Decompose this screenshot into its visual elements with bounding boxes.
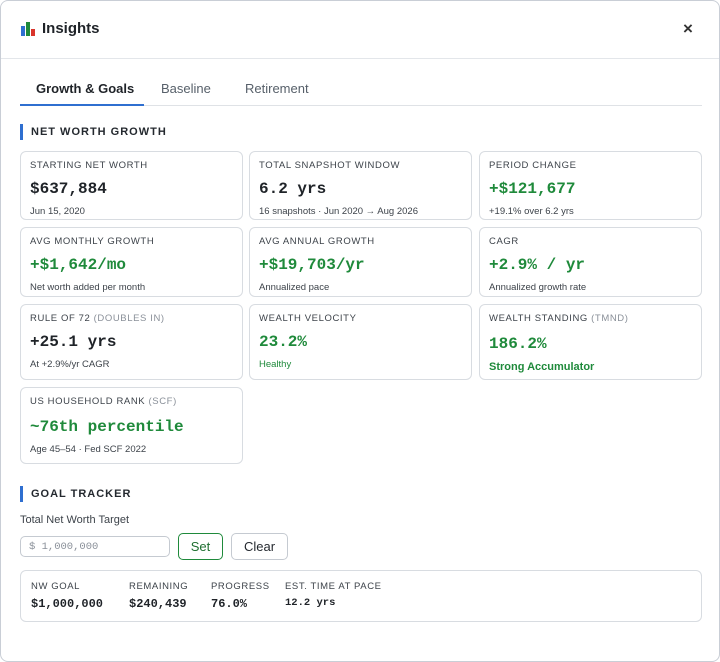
title-wrap: Insights (20, 20, 100, 37)
card-sub: Age 45–54 · Fed SCF 2022 (30, 444, 147, 455)
section-heading-goal-tracker: GOAL TRACKER (20, 486, 131, 502)
card-avg-annual-growth: AVG ANNUAL GROWTH +$19,703/yr Annualized… (249, 227, 472, 297)
modal-header: Insights × (1, 1, 719, 59)
card-rule-of-72: RULE OF 72 (DOUBLES IN) +25.1 yrs At +2.… (20, 304, 243, 380)
goal-summary-label: REMAINING (129, 581, 189, 592)
card-value: 23.2% (259, 333, 308, 351)
card-value: +$19,703/yr (259, 256, 365, 274)
card-label: CAGR (489, 236, 519, 247)
goal-summary-label: PROGRESS (211, 581, 270, 592)
tab-bar: Growth & Goals Baseline Retirement (20, 79, 702, 106)
card-total-snapshot-window: TOTAL SNAPSHOT WINDOW 6.2 yrs 16 snapsho… (249, 151, 472, 220)
card-status: Healthy (259, 359, 292, 370)
modal-title: Insights (42, 20, 100, 37)
card-sub: Jun 15, 2020 (30, 206, 85, 217)
tab-growth-goals[interactable]: Growth & Goals (20, 79, 144, 106)
tab-retirement[interactable]: Retirement (245, 81, 309, 96)
card-value: $637,884 (30, 180, 107, 198)
goal-summary-progress: PROGRESS 76.0% (211, 581, 270, 611)
goal-field-label: Total Net Worth Target (20, 514, 130, 526)
section-heading-net-worth: NET WORTH GROWTH (20, 124, 167, 140)
card-sub: 16 snapshots · Jun 2020 → Aug 2026 (259, 206, 418, 217)
goal-summary-est-time: EST. TIME AT PACE 12.2 yrs (285, 581, 382, 609)
tab-baseline[interactable]: Baseline (161, 81, 211, 96)
card-sub: +19.1% over 6.2 yrs (489, 206, 574, 217)
clear-button[interactable]: Clear (231, 533, 288, 560)
card-status: Strong Accumulator (489, 361, 595, 373)
set-button[interactable]: Set (178, 533, 223, 560)
card-label: AVG ANNUAL GROWTH (259, 236, 375, 247)
card-wealth-standing: WEALTH STANDING (TMND) 186.2% Strong Acc… (479, 304, 702, 380)
card-label: AVG MONTHLY GROWTH (30, 236, 155, 247)
goal-summary-value: $1,000,000 (31, 597, 104, 611)
goal-summary-value: 76.0% (211, 597, 248, 611)
card-label: RULE OF 72 (DOUBLES IN) (30, 313, 165, 324)
goal-summary-label: EST. TIME AT PACE (285, 581, 382, 592)
card-label: WEALTH STANDING (TMND) (489, 313, 629, 324)
close-icon[interactable]: × (683, 19, 693, 38)
card-value: +25.1 yrs (30, 333, 117, 351)
card-value: +$121,677 (489, 180, 576, 198)
card-sub: Annualized growth rate (489, 282, 587, 293)
card-sub: At +2.9%/yr CAGR (30, 359, 110, 370)
card-avg-monthly-growth: AVG MONTHLY GROWTH +$1,642/mo Net worth … (20, 227, 243, 297)
goal-target-input[interactable] (20, 536, 170, 557)
card-label: STARTING NET WORTH (30, 160, 148, 171)
card-label: PERIOD CHANGE (489, 160, 577, 171)
card-value: 6.2 yrs (259, 180, 327, 198)
card-cagr: CAGR +2.9% / yr Annualized growth rate (479, 227, 702, 297)
card-value: +2.9% / yr (489, 256, 586, 274)
card-wealth-velocity: WEALTH VELOCITY 23.2% Healthy (249, 304, 472, 380)
goal-summary: NW GOAL $1,000,000 REMAINING $240,439 PR… (20, 570, 702, 622)
card-label: US HOUSEHOLD RANK (SCF) (30, 396, 177, 407)
goal-summary-remaining: REMAINING $240,439 (129, 581, 188, 611)
card-starting-net-worth: STARTING NET WORTH $637,884 Jun 15, 2020 (20, 151, 243, 220)
bar-chart-icon (20, 20, 37, 37)
card-sub: Net worth added per month (30, 282, 146, 293)
goal-summary-nw-goal: NW GOAL $1,000,000 (31, 581, 103, 611)
card-sub: Annualized pace (259, 282, 330, 293)
card-value: 186.2% (489, 335, 547, 353)
card-label: WEALTH VELOCITY (259, 313, 357, 324)
goal-summary-label: NW GOAL (31, 581, 81, 592)
card-label: TOTAL SNAPSHOT WINDOW (259, 160, 401, 171)
goal-summary-value: $240,439 (129, 597, 187, 611)
card-us-household-rank: US HOUSEHOLD RANK (SCF) ~76th percentile… (20, 387, 243, 464)
card-value: ~76th percentile (30, 418, 184, 436)
card-period-change: PERIOD CHANGE +$121,677 +19.1% over 6.2 … (479, 151, 702, 220)
card-value: +$1,642/mo (30, 256, 127, 274)
goal-summary-value: 12.2 yrs (285, 597, 336, 609)
